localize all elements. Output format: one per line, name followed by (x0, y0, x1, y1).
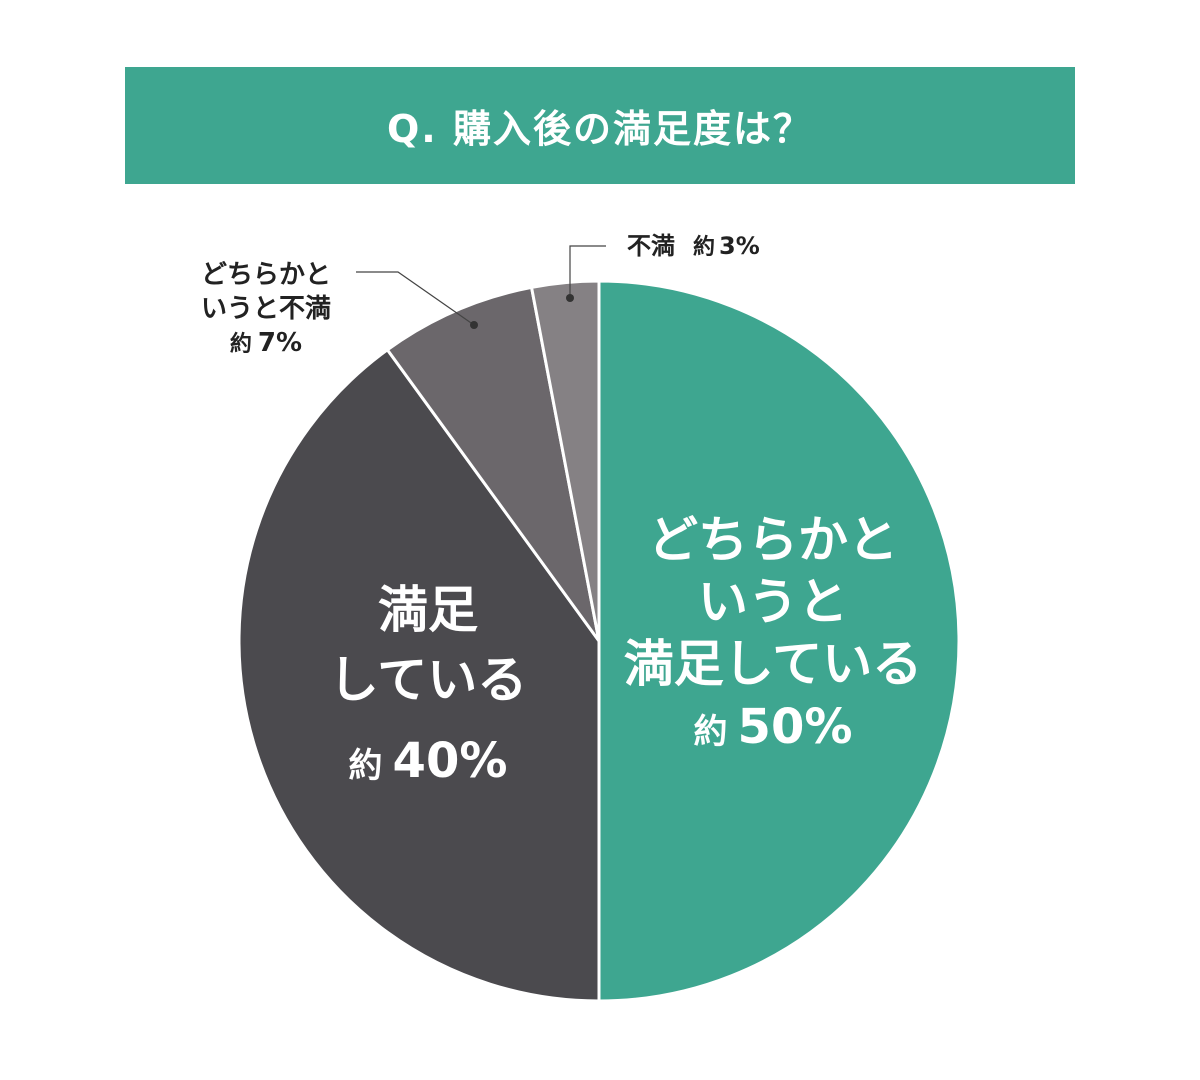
leader-line-3 (356, 271, 475, 326)
title-banner: Q. 購入後の満足度は？ (125, 67, 1075, 184)
pie-slice-3 (385, 285, 601, 642)
slice-label-4: 不満約 3% (627, 232, 760, 260)
slice-label-1-line-1: どちらかと (648, 511, 898, 569)
slice-label-2-line-1: 満足 (378, 581, 478, 639)
leader-dot-3 (470, 321, 478, 329)
slice-label-3-line-2: いうと不満 (201, 294, 331, 324)
leader-line-4 (569, 245, 606, 298)
slice-label-2-line-2: している (329, 651, 528, 709)
slice-label-1-line-2: いうと (698, 573, 848, 631)
chart-title: Q. 購入後の満足度は？ (387, 107, 813, 151)
slice-value-1: 約 50% (694, 699, 853, 755)
slice-label-3-line-1: どちらかと (201, 260, 331, 290)
slice-value-3: 約 7% (230, 328, 302, 358)
pie-slice-4 (529, 279, 601, 642)
leader-dot-4 (566, 294, 574, 302)
pie-slice-1 (597, 279, 961, 1003)
slice-value-2: 約 40% (349, 733, 508, 789)
slice-label-1-line-3: 満足している (624, 635, 923, 693)
pie-slice-2 (237, 347, 601, 1003)
